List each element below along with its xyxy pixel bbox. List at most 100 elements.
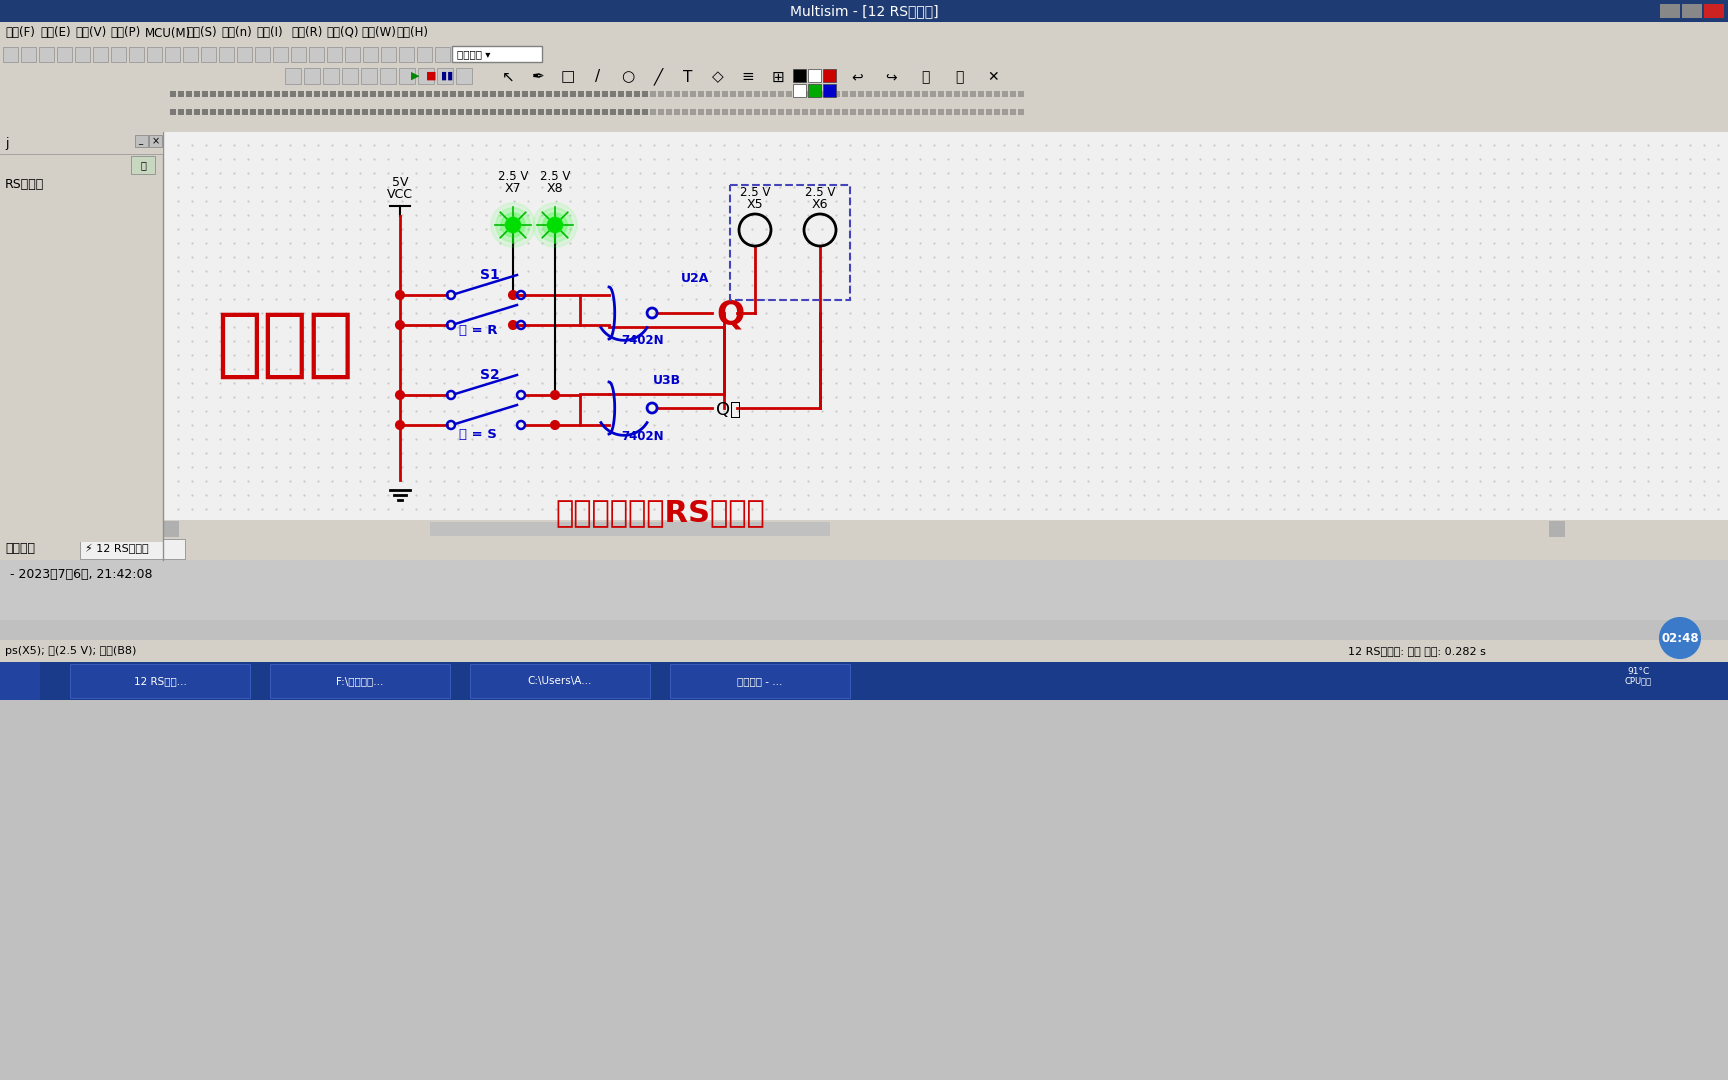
Bar	[753, 91, 760, 97]
Bar	[962, 109, 968, 114]
Bar	[449, 109, 456, 114]
Bar	[738, 91, 745, 97]
Text: S1: S1	[480, 268, 499, 282]
Bar	[714, 109, 721, 114]
Bar	[707, 91, 712, 97]
Bar	[482, 91, 487, 97]
Bar	[410, 109, 416, 114]
Bar	[275, 109, 280, 114]
Text: CPU温度: CPU温度	[1624, 676, 1652, 686]
Bar	[162, 132, 1728, 519]
Bar	[0, 0, 1728, 22]
Text: 🔍: 🔍	[956, 70, 962, 84]
Bar	[40, 48, 54, 62]
Bar	[698, 109, 703, 114]
Bar	[0, 662, 1728, 700]
Bar	[418, 68, 434, 84]
Bar	[689, 109, 696, 114]
Text: T: T	[683, 69, 693, 84]
Bar	[577, 109, 584, 114]
Bar	[1009, 109, 1016, 114]
Text: 创作中心 - ...: 创作中心 - ...	[738, 676, 783, 686]
Bar	[297, 91, 304, 97]
Bar	[437, 68, 453, 84]
Bar	[290, 91, 295, 97]
Bar	[810, 91, 816, 97]
Bar	[650, 91, 657, 97]
Bar	[762, 109, 767, 114]
Bar	[874, 109, 880, 114]
Bar	[826, 109, 831, 114]
Bar	[257, 109, 264, 114]
Bar	[513, 91, 520, 97]
Bar	[987, 109, 992, 114]
Bar	[619, 91, 624, 97]
Bar	[881, 91, 888, 97]
Bar	[178, 109, 183, 114]
Bar	[282, 91, 289, 97]
Bar	[1018, 109, 1025, 114]
Text: 工具(I): 工具(I)	[256, 27, 283, 40]
Bar	[823, 84, 836, 97]
Circle shape	[537, 208, 572, 242]
Bar	[537, 91, 544, 97]
Bar	[79, 539, 185, 559]
Bar	[453, 48, 468, 62]
Bar	[786, 109, 791, 114]
Bar	[327, 48, 342, 62]
Text: ↩: ↩	[852, 70, 862, 84]
Bar	[665, 109, 672, 114]
Bar	[304, 68, 320, 84]
Bar	[555, 109, 560, 114]
Bar	[826, 91, 831, 97]
Text: ▮▮: ▮▮	[441, 71, 453, 81]
Bar	[427, 109, 432, 114]
Bar	[354, 109, 359, 114]
Bar	[314, 91, 320, 97]
Text: 报告(R): 报告(R)	[292, 27, 323, 40]
Text: 🗑: 🗑	[921, 70, 930, 84]
Bar	[482, 109, 487, 114]
Bar	[978, 91, 983, 97]
Text: U2A: U2A	[681, 271, 708, 284]
Bar	[226, 109, 232, 114]
Bar	[237, 48, 252, 62]
Bar	[1018, 91, 1025, 97]
Bar	[394, 109, 399, 114]
Bar	[256, 48, 270, 62]
Bar	[842, 91, 848, 97]
Bar	[923, 91, 928, 97]
Bar	[434, 109, 441, 114]
Bar	[586, 91, 593, 97]
Bar	[842, 109, 848, 114]
Text: 视图(V): 视图(V)	[74, 27, 105, 40]
Bar	[850, 91, 855, 97]
Text: ⚡ 12 RS触发器: ⚡ 12 RS触发器	[85, 544, 149, 554]
Bar	[257, 91, 264, 97]
Text: 键 = S: 键 = S	[460, 429, 498, 442]
Bar	[449, 91, 456, 97]
Bar	[251, 91, 256, 97]
Bar	[226, 91, 232, 97]
Bar	[634, 91, 639, 97]
Bar	[164, 48, 180, 62]
Text: ╱: ╱	[653, 68, 662, 85]
Circle shape	[505, 217, 522, 233]
Bar	[187, 91, 192, 97]
Bar	[361, 109, 368, 114]
Bar	[93, 48, 107, 62]
Bar	[194, 109, 200, 114]
Bar	[626, 109, 632, 114]
Bar	[330, 91, 335, 97]
Bar	[378, 109, 384, 114]
Bar	[472, 48, 486, 62]
Bar	[914, 109, 919, 114]
Bar	[513, 109, 520, 114]
Bar	[321, 109, 328, 114]
Bar	[793, 69, 805, 82]
Bar	[491, 91, 496, 97]
Bar	[458, 109, 465, 114]
Circle shape	[548, 218, 562, 232]
Bar	[314, 109, 320, 114]
Bar	[470, 664, 650, 698]
